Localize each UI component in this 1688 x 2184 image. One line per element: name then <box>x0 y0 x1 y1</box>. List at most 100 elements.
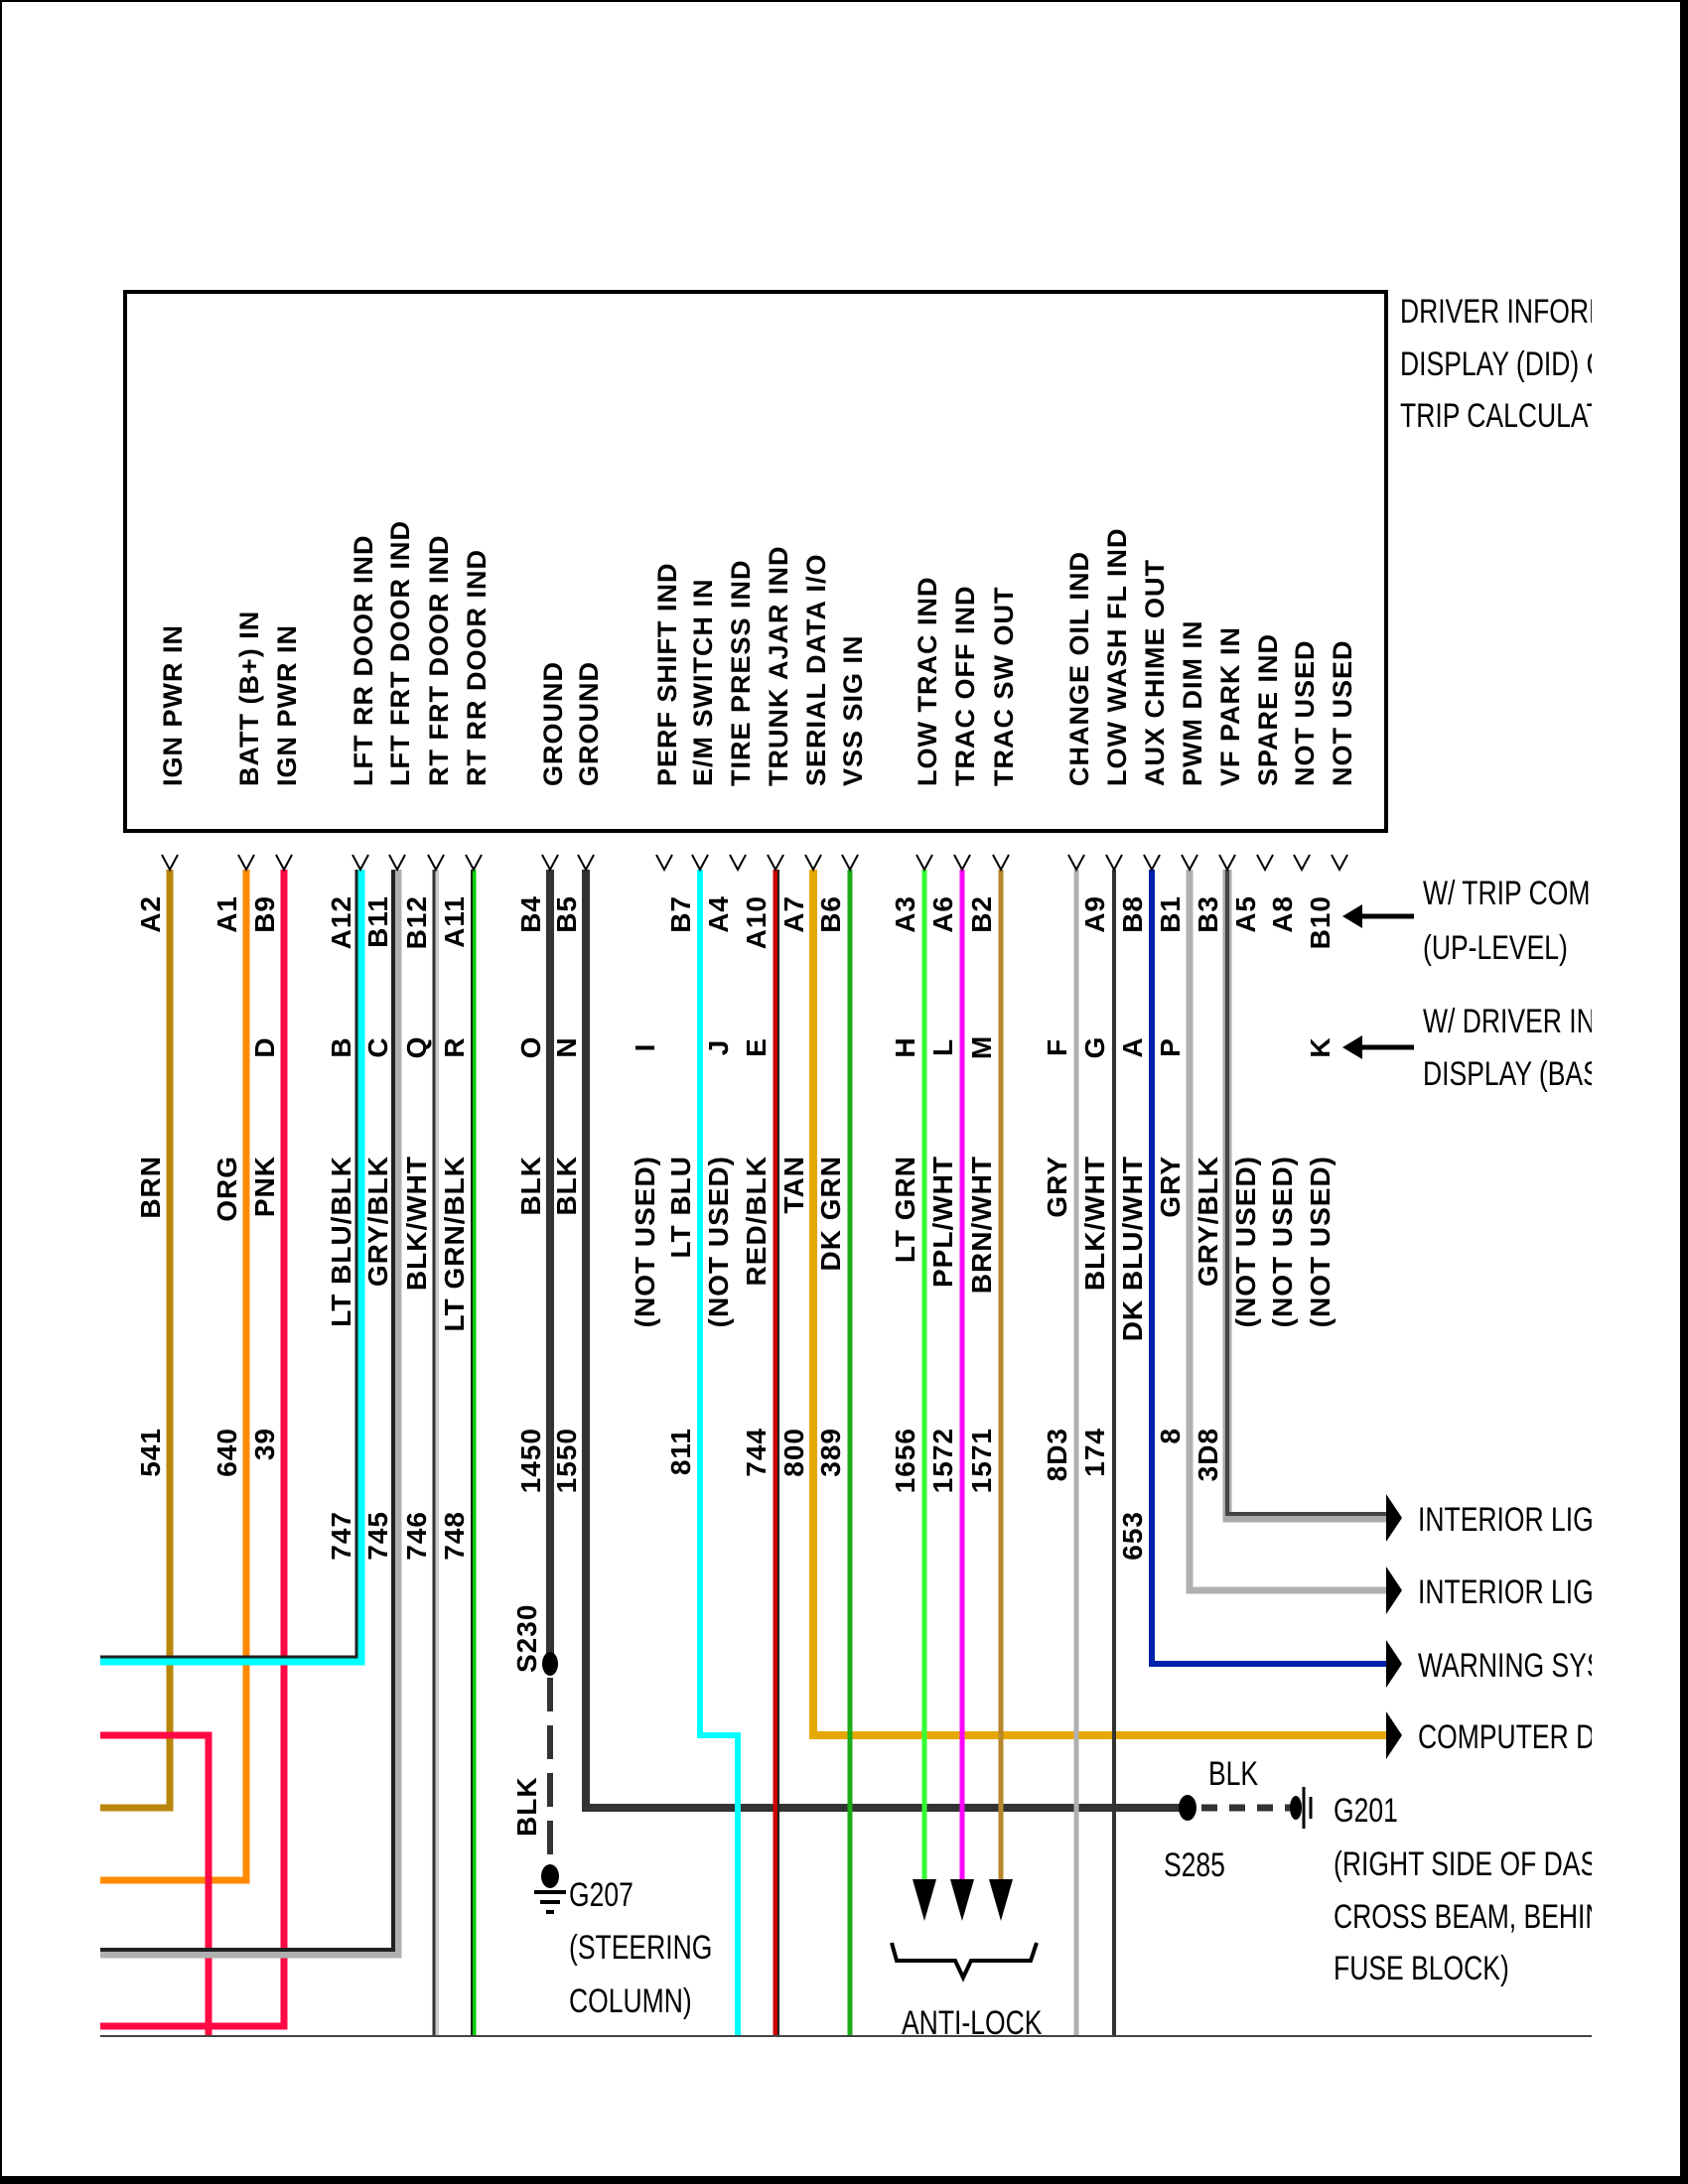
connector-terminal-icon <box>915 854 933 873</box>
wire-color-label: LT GRN/BLK <box>439 1156 470 1331</box>
wire-stripe <box>100 870 395 1952</box>
anti-lock-brace <box>890 1942 1039 1982</box>
ground-g207-loc-2: COLUMN) <box>569 1982 692 2020</box>
pin-function-label: SPARE IND <box>1253 633 1283 786</box>
circuit-number-label: 1572 <box>927 1428 958 1493</box>
connector-terminal-icon <box>953 854 971 873</box>
circuit-number-label: 800 <box>778 1428 809 1477</box>
ground-node <box>541 1864 559 1888</box>
connector-terminal-icon <box>804 854 822 873</box>
circuit-number-label: 1571 <box>966 1428 997 1493</box>
connector-terminal-icon <box>352 854 369 873</box>
wire-dk-blu-wht <box>1149 870 1386 1667</box>
pin-function-label: E/M SWITCH IN <box>688 579 718 787</box>
circuit-number-label: 389 <box>815 1428 846 1477</box>
wire-color-label: (NOT USED) <box>1267 1156 1298 1327</box>
pin-a-label: B7 <box>665 895 696 933</box>
arrow-left-icon <box>1342 1035 1414 1059</box>
wires <box>100 870 1592 2037</box>
pin-a-label: B8 <box>1117 895 1148 933</box>
pin-function-label: RT FRT DOOR IND <box>424 535 454 786</box>
output-warning-system: WARNING SYST <box>1418 1647 1620 1685</box>
wire-org <box>100 870 250 1884</box>
circuit-number-label: 640 <box>211 1428 242 1477</box>
wire-color-label: PPL/WHT <box>927 1156 958 1288</box>
wire-color-label: BLK <box>515 1156 546 1216</box>
connector-terminal-icon <box>1293 854 1311 873</box>
pin-function-label: LFT FRT DOOR IND <box>385 520 415 786</box>
component-title-line-3: TRIP CALCULATO <box>1400 397 1622 435</box>
pin-a-label: A6 <box>927 895 958 933</box>
connector-terminal-icon <box>1218 854 1236 873</box>
pin-function-label: IGN PWR IN <box>272 624 302 786</box>
component-title-line-1: DRIVER INFORMA <box>1400 293 1628 331</box>
wire-color-label: (NOT USED) <box>630 1156 660 1327</box>
wire-pnk-2 <box>100 1731 212 2036</box>
circuit-number-label: 1550 <box>551 1428 582 1493</box>
pin-a-label: A9 <box>1079 895 1110 933</box>
connector-terminal-icon <box>577 854 595 873</box>
circuit-number-label: 3D8 <box>1193 1428 1223 1481</box>
wire-color-label: GRY <box>1042 1156 1072 1218</box>
pin-function-label: VSS SIG IN <box>838 634 868 786</box>
wire-ground-b5 <box>582 870 1188 1812</box>
splice-s285-dot <box>1179 1795 1196 1821</box>
component-box <box>123 290 1388 833</box>
wire-stripe <box>1225 870 1386 1516</box>
pin-b-label: F <box>1042 1038 1072 1056</box>
circuit-number-label: 745 <box>362 1511 393 1561</box>
pin-a-label: A3 <box>890 895 920 933</box>
pin-a-label: B12 <box>401 895 432 949</box>
pin-function-label: PWM DIM IN <box>1178 620 1207 786</box>
pin-function-label: VF PARK IN <box>1215 626 1245 786</box>
connector-terminal-icon <box>1256 854 1274 873</box>
pin-b-label: J <box>703 1039 734 1056</box>
wire-color-label: LT BLU/BLK <box>326 1156 356 1327</box>
pin-a-label: A12 <box>326 895 356 949</box>
pin-b-label: H <box>890 1036 920 1057</box>
pin-b-label: O <box>515 1036 546 1059</box>
circuit-number-label: 653 <box>1117 1511 1148 1561</box>
connector-terminal-icon <box>161 854 179 873</box>
circuit-number-label: 8D3 <box>1042 1428 1072 1481</box>
circuit-number-label: 811 <box>665 1428 696 1475</box>
ground-g201-loc-2: CROSS BEAM, BEHIND <box>1334 1898 1623 1936</box>
pin-function-label: RT RR DOOR IND <box>462 549 492 786</box>
wire-pnk <box>100 870 288 2030</box>
pin-function-label: TIRE PRESS IND <box>726 559 756 786</box>
pin-b-label: C <box>362 1036 393 1057</box>
wire-color-label: ORG <box>211 1156 242 1222</box>
ground-g207-icon <box>534 1864 566 1914</box>
circuit-number-label: 1450 <box>515 1428 546 1493</box>
pin-b-label: R <box>439 1036 470 1057</box>
wire-gry-blk <box>100 870 402 1959</box>
pin-function-label: GROUND <box>538 661 568 786</box>
pin-b-label: D <box>249 1036 280 1057</box>
wire-color-label: BRN/WHT <box>966 1156 997 1294</box>
arrow-right-icon <box>1386 1711 1402 1759</box>
connector-terminal-icon <box>691 854 709 873</box>
wire-blk-label-left: BLK <box>511 1776 542 1837</box>
pin-a-label: B3 <box>1193 895 1223 933</box>
arrow-down-icon <box>989 1879 1013 1921</box>
wire-color-label: (NOT USED) <box>703 1156 734 1327</box>
variant-did-label-2: DISPLAY (BASE <box>1423 1055 1618 1093</box>
output-interior-light-1: INTERIOR LIGHT <box>1418 1501 1628 1539</box>
connector-terminal-icon <box>275 854 293 873</box>
wire-color-label: (NOT USED) <box>1230 1156 1261 1327</box>
connector-terminal-icon <box>729 854 747 873</box>
wire-color-label: RED/BLK <box>741 1156 772 1286</box>
pin-function-label: LFT RR DOOR IND <box>349 535 378 786</box>
wire-tan <box>809 870 1386 1739</box>
wire-color-label: LT GRN <box>890 1156 920 1263</box>
pin-function-label: AUX CHIME OUT <box>1140 559 1170 786</box>
variant-trip-label-1: W/ TRIP COMPU <box>1423 875 1626 912</box>
wire-color-label: BRN <box>135 1156 166 1219</box>
arrow-right-icon <box>1386 1494 1402 1542</box>
connector-terminal-icon <box>841 854 859 873</box>
wire-color-label: BLK/WHT <box>401 1156 432 1291</box>
pin-function-label: PERF SHIFT IND <box>652 562 682 786</box>
pin-function-label: IGN PWR IN <box>158 624 188 786</box>
arrow-right-icon <box>1386 1640 1402 1688</box>
